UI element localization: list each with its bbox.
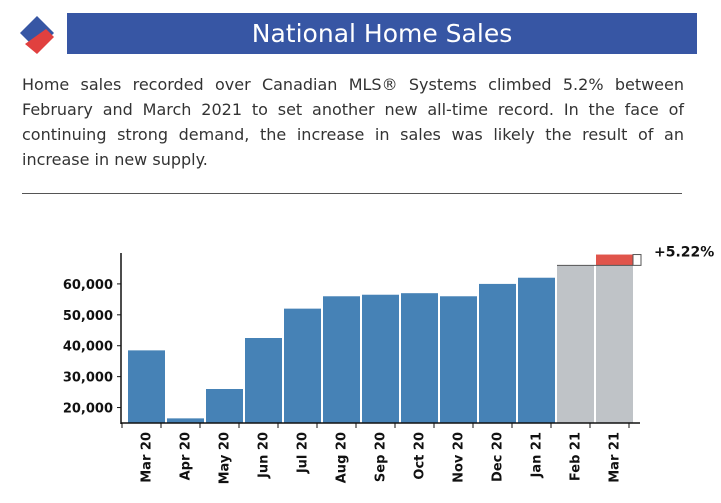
x-tick-label: Aug 20 [335, 432, 350, 483]
y-tick-label: 50,000 [63, 309, 113, 324]
bar-sep-20 [362, 294, 399, 423]
description-text: Home sales recorded over Canadian MLS® S… [22, 75, 684, 169]
bar-dec-20 [479, 283, 516, 423]
bar-nov-20 [440, 296, 477, 423]
y-tick-label: 40,000 [63, 340, 113, 355]
x-tick-label: Mar 20 [140, 432, 155, 483]
increase-segment [596, 254, 633, 266]
bar-may-20 [206, 389, 243, 423]
x-tick-label: Mar 21 [608, 432, 623, 483]
bar-jul-20 [284, 308, 321, 423]
x-tick-label: Jan 21 [530, 432, 545, 478]
x-tick-label: Sep 20 [374, 432, 389, 482]
bar-jun-20 [245, 338, 282, 423]
increase-label: +5.22% [654, 245, 714, 261]
y-tick-label: 20,000 [63, 402, 113, 417]
x-tick-label: Dec 20 [491, 432, 506, 482]
crea-logo-icon [20, 16, 54, 54]
x-tick-label: Nov 20 [452, 432, 467, 483]
page-title: National Home Sales [67, 13, 697, 54]
bar-mar-20 [128, 350, 165, 423]
x-tick-label: Oct 20 [413, 432, 428, 480]
x-tick-label: Feb 21 [569, 432, 584, 481]
increase-reference-box [632, 254, 642, 266]
x-tick-label: May 20 [218, 432, 233, 484]
bar-mar-21 [596, 265, 633, 423]
y-tick-label: 30,000 [63, 371, 113, 386]
x-tick-label: Apr 20 [179, 432, 194, 480]
bar-oct-20 [401, 293, 438, 423]
x-tick-label: Jun 20 [257, 432, 272, 479]
divider [22, 193, 682, 194]
y-tick-label: 60,000 [63, 278, 113, 293]
bar-jan-21 [518, 277, 555, 423]
bar-feb-21 [557, 265, 594, 423]
bar-aug-20 [323, 296, 360, 423]
x-tick-label: Jul 20 [296, 432, 311, 474]
bar-apr-20 [167, 418, 204, 423]
